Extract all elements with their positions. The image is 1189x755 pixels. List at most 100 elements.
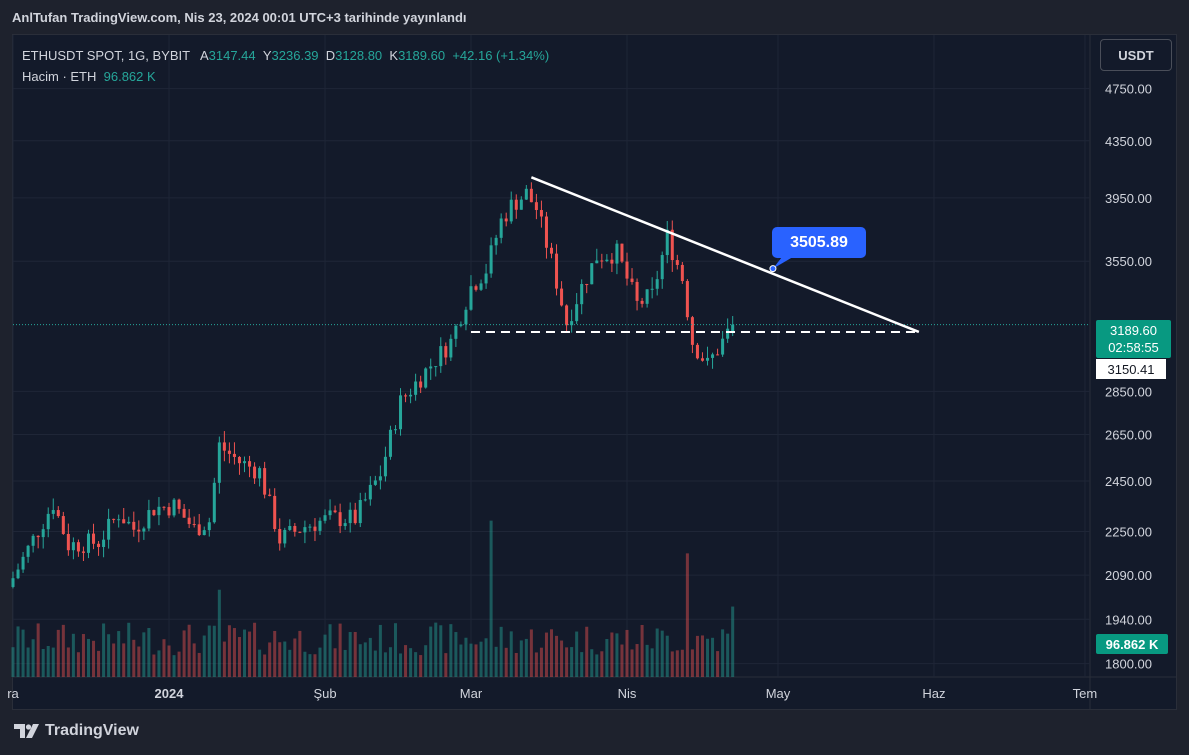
volume-bar bbox=[378, 624, 382, 677]
volume-bar bbox=[645, 644, 649, 677]
candle-body bbox=[253, 466, 257, 479]
volume-bar bbox=[544, 632, 548, 677]
currency-button[interactable]: USDT bbox=[1100, 39, 1172, 71]
candle-body bbox=[172, 499, 176, 516]
volume-bar bbox=[242, 629, 247, 677]
volume-bar bbox=[56, 629, 60, 677]
candle-body bbox=[625, 261, 629, 279]
volume-bar bbox=[172, 655, 176, 677]
candle-body bbox=[474, 286, 478, 290]
candle-body bbox=[726, 328, 730, 339]
volume-bar bbox=[66, 647, 70, 677]
volume-bar bbox=[137, 646, 141, 677]
volume-bar bbox=[700, 635, 704, 677]
volume-bar bbox=[298, 630, 302, 677]
volume-bar bbox=[278, 642, 282, 677]
volume-bar bbox=[670, 651, 674, 677]
publish-header: AnlTufan TradingView.com, Nis 23, 2024 0… bbox=[12, 10, 467, 25]
candle-body bbox=[157, 506, 161, 516]
volume-bar bbox=[539, 647, 543, 677]
candle-body bbox=[358, 499, 362, 524]
candle-body bbox=[142, 528, 146, 532]
volume-bar bbox=[97, 650, 101, 677]
volume-bar bbox=[524, 638, 528, 677]
volume-bar bbox=[303, 651, 307, 677]
volume-bar bbox=[665, 635, 669, 677]
volume-bar bbox=[414, 652, 418, 677]
candle-body bbox=[237, 456, 241, 464]
volume-bar bbox=[514, 652, 518, 677]
volume-bar bbox=[192, 643, 196, 677]
volume-bar bbox=[318, 647, 322, 677]
candle-body bbox=[242, 461, 247, 464]
volume-bar bbox=[46, 645, 50, 677]
volume-bar bbox=[263, 654, 267, 677]
candle-body bbox=[152, 510, 156, 516]
candle-body bbox=[555, 253, 559, 289]
candle-body bbox=[544, 216, 548, 248]
candle-body bbox=[273, 495, 277, 529]
candle-body bbox=[524, 188, 528, 200]
volume-bar bbox=[489, 520, 493, 677]
volume-bar bbox=[690, 649, 694, 677]
candle-body bbox=[283, 529, 287, 544]
volume-bar bbox=[640, 624, 644, 677]
y-tick-label: 3550.00 bbox=[1105, 254, 1152, 269]
volume-bar bbox=[283, 641, 287, 677]
candle-body bbox=[575, 304, 579, 322]
last-price-tag: 3189.60 02:58:55 bbox=[1096, 320, 1171, 358]
price-callout[interactable]: 3505.89 bbox=[772, 227, 866, 258]
volume-bar bbox=[152, 654, 156, 677]
candle-body bbox=[695, 344, 699, 359]
volume-bar bbox=[363, 642, 367, 677]
candle-body bbox=[192, 524, 196, 526]
candle-body bbox=[288, 526, 292, 530]
tradingview-logo[interactable]: TradingView bbox=[14, 722, 139, 740]
volume-bar bbox=[202, 635, 206, 677]
candle-body bbox=[227, 450, 231, 454]
x-tick-label: Şub bbox=[313, 686, 336, 701]
candle-body bbox=[675, 260, 679, 265]
y-tick-label: 1800.00 bbox=[1105, 657, 1152, 672]
volume-bar bbox=[635, 644, 639, 677]
candle-body bbox=[449, 338, 453, 358]
candle-body bbox=[640, 300, 644, 304]
volume-bar bbox=[484, 638, 488, 677]
chart-frame[interactable] bbox=[12, 34, 1177, 710]
volume-bar bbox=[343, 649, 347, 677]
legend-volume-label: Hacim · ETH bbox=[22, 69, 97, 84]
legend-ohlc-row: ETHUSDT SPOT, 1G, BYBIT A3147.44 Y3236.3… bbox=[22, 45, 549, 66]
volume-bar bbox=[273, 630, 277, 677]
candle-body bbox=[600, 260, 604, 262]
candle-body bbox=[565, 305, 569, 326]
volume-bar bbox=[383, 652, 387, 677]
volume-bar bbox=[268, 642, 272, 677]
volume-bar bbox=[107, 634, 111, 677]
x-tick-label: May bbox=[766, 686, 791, 701]
volume-bar bbox=[424, 645, 428, 677]
volume-bar bbox=[248, 631, 252, 677]
volume-bar bbox=[575, 631, 579, 677]
candle-body bbox=[41, 529, 45, 538]
last-price-value: 3189.60 bbox=[1110, 323, 1157, 338]
candle-body bbox=[479, 283, 483, 290]
volume-bar bbox=[469, 643, 473, 677]
volume-bar bbox=[499, 626, 503, 677]
volume-bar bbox=[308, 654, 312, 677]
volume-bar bbox=[31, 639, 35, 677]
candle-body bbox=[26, 545, 30, 557]
candle-body bbox=[529, 188, 533, 203]
volume-bar bbox=[655, 628, 659, 677]
volume-bars bbox=[11, 520, 735, 677]
volume-bar bbox=[695, 635, 699, 677]
y-tick-label: 2850.00 bbox=[1105, 384, 1152, 399]
volume-bar bbox=[600, 651, 604, 677]
volume-bar bbox=[217, 589, 221, 677]
candle-body bbox=[81, 551, 85, 553]
volume-bar bbox=[509, 631, 513, 677]
legend-low-label: D bbox=[325, 48, 336, 63]
volume-bar bbox=[419, 655, 423, 677]
volume-bar bbox=[529, 629, 533, 677]
candle-body bbox=[655, 279, 659, 289]
